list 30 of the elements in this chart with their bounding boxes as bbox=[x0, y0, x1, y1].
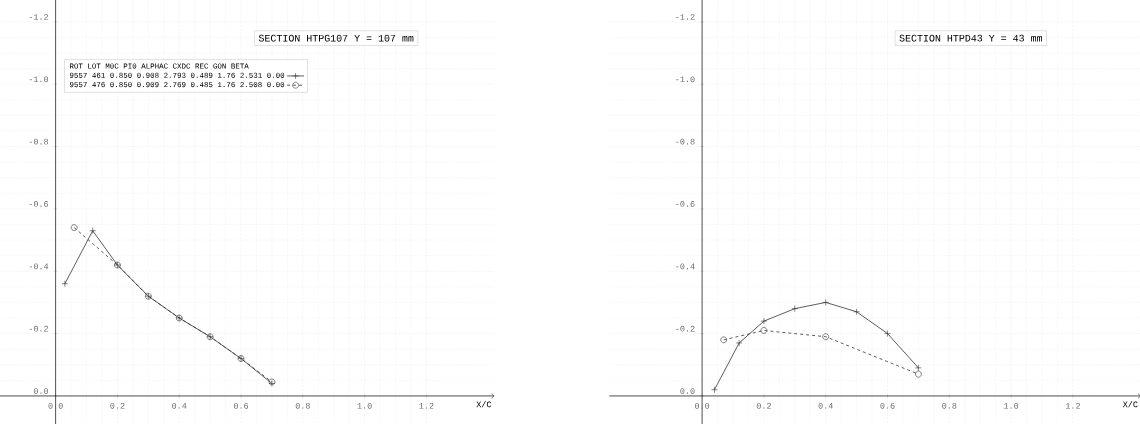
y-tick-label: -0.6 bbox=[676, 201, 695, 207]
y-tick-label: -1.2 bbox=[29, 14, 49, 20]
y-tick-label: -0.4 bbox=[29, 263, 49, 270]
x-axis-title: X/C bbox=[1122, 401, 1138, 408]
x-tick-label: 0.2 bbox=[756, 402, 771, 409]
y-tick-label: 0.0 bbox=[33, 388, 49, 394]
y-tick-label: -1.2 bbox=[676, 14, 695, 20]
text: SECTION HTPG107 Y = 107 mm bbox=[258, 34, 414, 42]
y-tick-label: -1.0 bbox=[676, 76, 695, 83]
x-tick-label: 0.6 bbox=[233, 402, 249, 409]
y-tick-label: -1.0 bbox=[29, 76, 49, 83]
y-tick-label: -0.2 bbox=[29, 325, 49, 332]
y-tick-label: -0.8 bbox=[29, 138, 49, 145]
y-tick-label: 0.0 bbox=[680, 388, 695, 394]
y-tick-label: -0.8 bbox=[676, 138, 695, 145]
x-tick-label: 0.6 bbox=[880, 402, 895, 409]
x-tick-label: 0.4 bbox=[818, 402, 833, 409]
y-tick-label: -0.2 bbox=[676, 325, 695, 332]
x-tick-label: 0.2 bbox=[110, 402, 125, 409]
x-tick-label: 1.2 bbox=[1065, 402, 1080, 409]
text: SECTION HTPD43 Y = 43 mm bbox=[899, 34, 1043, 42]
x-tick-label: 0.4 bbox=[172, 402, 187, 409]
x-axis-title: X/C bbox=[476, 401, 492, 408]
y-tick-label: -0.4 bbox=[676, 263, 695, 270]
x-tick-label: 0.8 bbox=[295, 402, 310, 409]
y-tick-label: -0.6 bbox=[29, 201, 49, 207]
x-tick-label: 0.8 bbox=[942, 402, 957, 409]
x-tick-label: 1.0 bbox=[357, 402, 372, 409]
x-tick-label: 1.2 bbox=[419, 402, 434, 409]
x-tick-label: 1.0 bbox=[1004, 402, 1019, 409]
